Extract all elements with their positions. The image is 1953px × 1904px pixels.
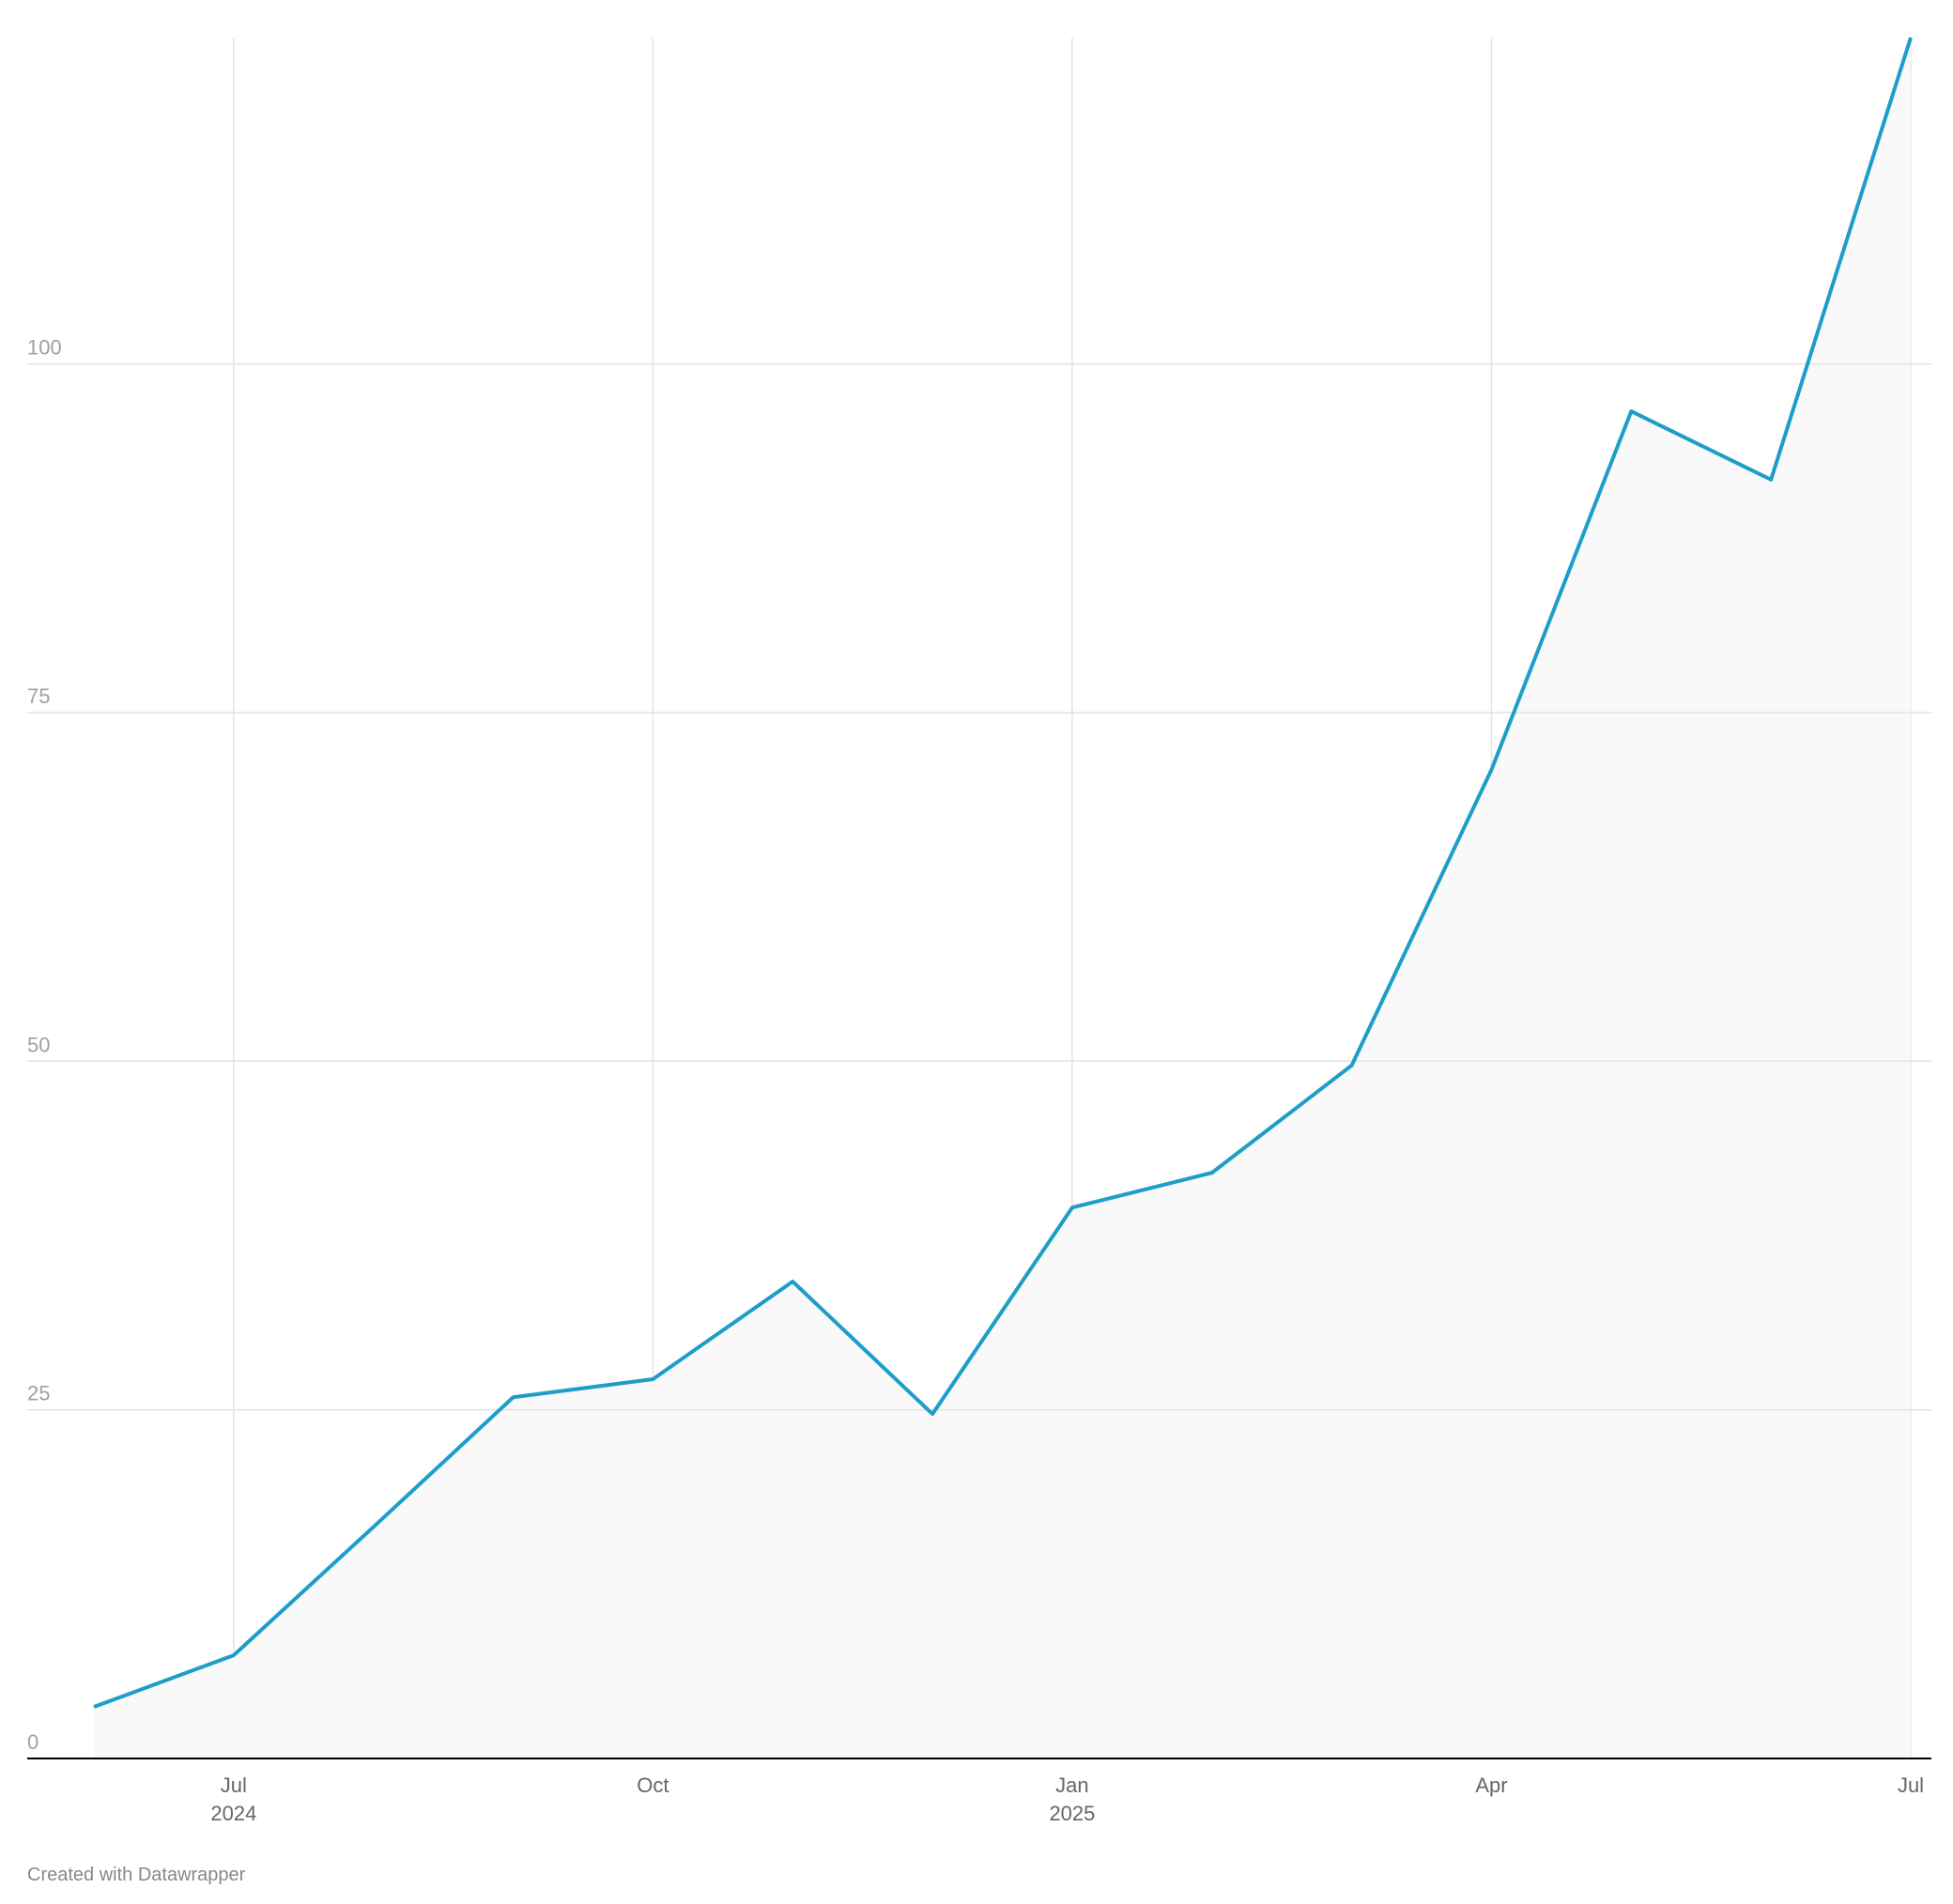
x-tick-label: Jan xyxy=(1055,1773,1088,1797)
footer: Created with Datawrapper xyxy=(27,1865,246,1885)
x-tick-label: Jul xyxy=(1898,1773,1924,1797)
x-tick-year: 2024 xyxy=(210,1802,256,1825)
x-tick-label: Oct xyxy=(637,1773,669,1797)
area xyxy=(94,38,1911,1758)
x-tick-year: 2025 xyxy=(1049,1802,1095,1825)
y-tick-label: 0 xyxy=(27,1730,38,1754)
y-tick-label: 100 xyxy=(27,336,62,360)
x-tick-label: Apr xyxy=(1475,1773,1507,1797)
y-tick-label: 25 xyxy=(27,1382,50,1405)
x-tick-label: Jul xyxy=(221,1773,247,1797)
line xyxy=(93,37,1913,1709)
y-tick-label: 75 xyxy=(27,684,50,708)
y-tick-label: 50 xyxy=(27,1033,50,1056)
